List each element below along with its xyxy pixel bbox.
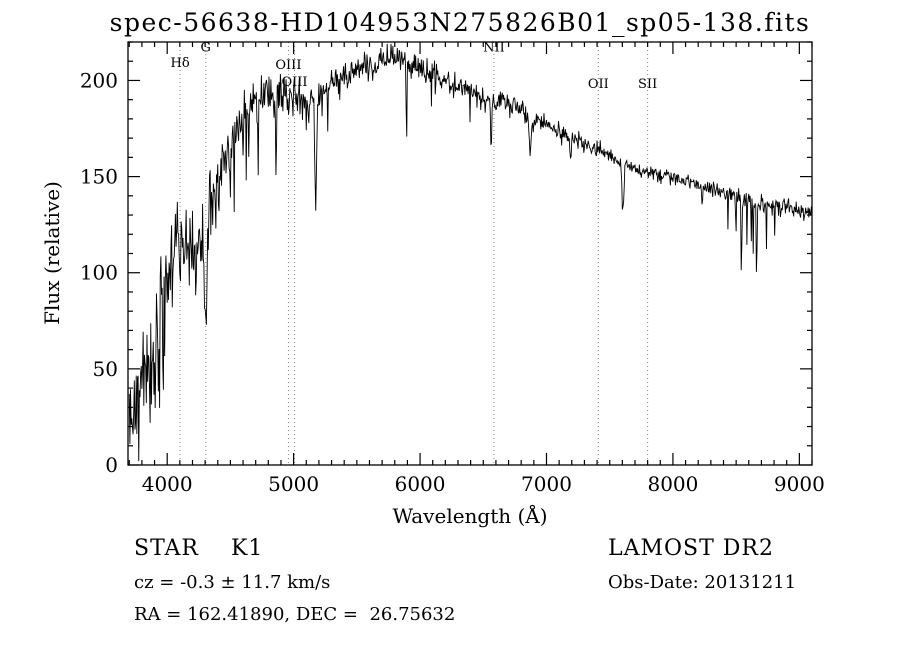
marked-line-label: Hδ xyxy=(171,56,190,71)
x-axis-label: Wavelength (Å) xyxy=(392,504,548,528)
obs-date-annotation: Obs-Date: 20131211 xyxy=(608,572,797,593)
marked-line-label: SII xyxy=(638,77,657,92)
spectrum-line xyxy=(128,43,813,462)
x-tick-label: 5000 xyxy=(268,472,319,496)
y-tick-label: 0 xyxy=(105,453,118,477)
x-tick-label: 4000 xyxy=(142,472,193,496)
x-tick-label: 6000 xyxy=(395,472,446,496)
marked-line-label: OII xyxy=(588,77,609,92)
marked-line-label: G xyxy=(201,41,211,56)
marked-line-label: OIII xyxy=(275,58,301,73)
x-tick-label: 8000 xyxy=(647,472,698,496)
object-class-annotation: STAR K1 xyxy=(134,536,264,561)
x-tick-label: 9000 xyxy=(774,472,825,496)
survey-annotation: LAMOST DR2 xyxy=(608,536,774,561)
marked-line-label: NII xyxy=(483,41,505,56)
ra-dec-annotation: RA = 162.41890, DEC = 26.75632 xyxy=(134,604,456,625)
plot-title: spec-56638-HD104953N275826B01_sp05-138.f… xyxy=(109,8,811,37)
y-tick-label: 50 xyxy=(93,357,118,381)
y-tick-label: 200 xyxy=(80,68,118,92)
y-tick-label: 100 xyxy=(80,261,118,285)
x-tick-label: 7000 xyxy=(521,472,572,496)
cz-annotation: cz = -0.3 ± 11.7 km/s xyxy=(134,572,331,593)
y-tick-label: 150 xyxy=(80,165,118,189)
